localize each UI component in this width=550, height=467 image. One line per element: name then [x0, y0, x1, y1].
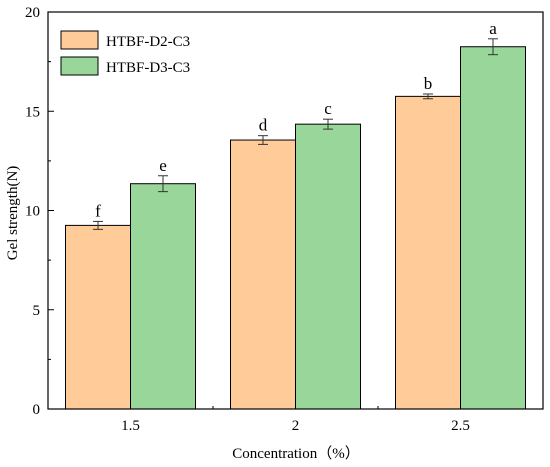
y-tick-label: 15	[25, 104, 40, 120]
y-tick-label: 5	[33, 303, 41, 319]
error-bar-1-2	[258, 135, 268, 145]
data-label-2-2.5: a	[489, 19, 497, 38]
x-axis-title: Concentration（%）	[232, 445, 359, 462]
data-label-2-2: c	[324, 99, 332, 118]
legend: HTBF-D2-C3 HTBF-D3-C3	[60, 30, 190, 76]
error-bar-1-1.5	[93, 220, 103, 230]
bar-1-1.5	[65, 224, 131, 410]
data-labels-layer: f e d c b a	[95, 19, 497, 221]
error-bars-layer	[93, 38, 498, 230]
error-bar-2-2.5	[488, 38, 498, 56]
bar-2-2.5	[460, 46, 526, 410]
data-label-1-1.5: f	[95, 201, 101, 220]
data-label-1-2.5: b	[424, 74, 433, 93]
y-tick-label: 20	[25, 5, 40, 21]
legend-item-2: HTBF-D3-C3	[60, 56, 190, 76]
bar-2-2	[295, 123, 361, 410]
y-tick-label: 0	[33, 402, 41, 418]
y-axis-title-group: Gel strength(N)	[5, 166, 21, 261]
legend-item-1: HTBF-D2-C3	[60, 30, 190, 50]
error-bar-2-2	[323, 118, 333, 130]
legend-label: HTBF-D3-C3	[106, 60, 190, 76]
error-bar-2-1.5	[158, 175, 168, 193]
data-label-2-1.5: e	[159, 156, 167, 175]
x-tick-label: 2.5	[451, 418, 470, 434]
data-label-1-2: d	[259, 116, 268, 135]
legend-swatch	[60, 56, 99, 76]
bar-2-1.5	[130, 183, 196, 410]
y-tick-label: 10	[25, 204, 40, 220]
bar-1-2.5	[395, 95, 461, 410]
x-tick-label: 2	[292, 418, 300, 434]
legend-swatch	[60, 30, 99, 50]
y-axis-title: Gel strength(N)	[5, 166, 21, 261]
bar-1-2	[230, 139, 296, 410]
x-tick-label: 1.5	[121, 418, 140, 434]
legend-label: HTBF-D2-C3	[106, 34, 190, 50]
axes-layer: 0 5 10 15 20 1.5 2 2.5	[25, 5, 544, 434]
error-bar-1-2.5	[423, 93, 433, 100]
bars-layer	[65, 46, 526, 410]
